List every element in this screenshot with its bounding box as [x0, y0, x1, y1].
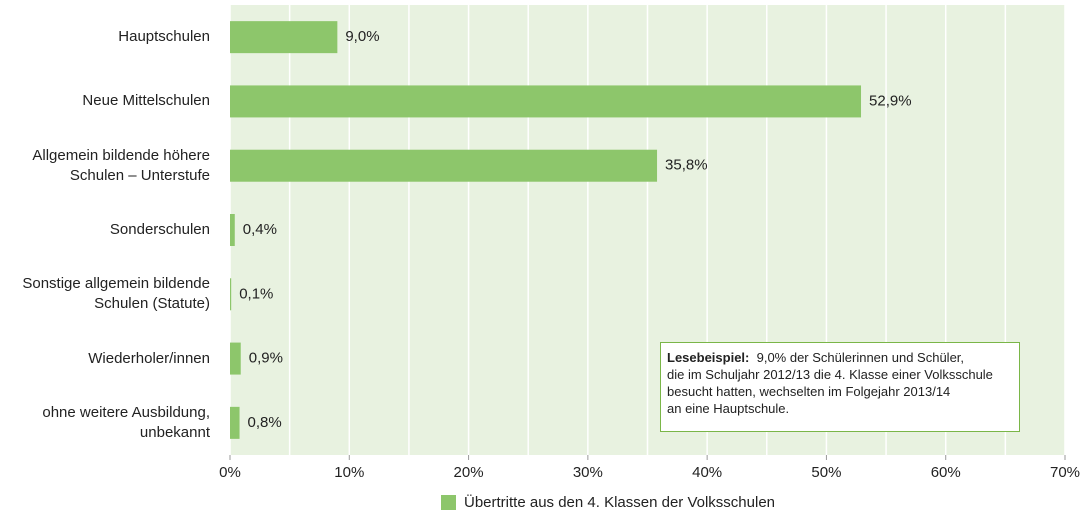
- value-label: 0,8%: [248, 414, 282, 431]
- y-tick-label: Sonderschulen: [109, 221, 210, 238]
- bar: [230, 21, 338, 54]
- bar: [230, 85, 862, 118]
- y-tick-label: Neue Mittelschulen: [82, 92, 210, 110]
- value-label: 9,0%: [345, 28, 379, 45]
- y-tick-label: Sonstige allgemein bildende Schulen (Sta…: [22, 275, 210, 313]
- legend-label: Übertritte aus den 4. Klassen der Volkss…: [464, 493, 775, 511]
- bar: [230, 278, 232, 311]
- bar: [230, 149, 658, 182]
- y-tick-label: Allgemein bildende höhere Schulen – Unte…: [32, 146, 210, 184]
- y-tick-label: Hauptschulen: [118, 28, 210, 46]
- bar: [230, 406, 240, 439]
- x-tick-label: 70%: [1050, 464, 1080, 481]
- value-label: 52,9%: [869, 92, 912, 109]
- value-label: 0,1%: [239, 285, 273, 302]
- x-tick-label: 10%: [334, 464, 364, 481]
- value-label: 35,8%: [665, 157, 708, 174]
- bar: [230, 214, 235, 246]
- x-tick-label: 40%: [692, 464, 722, 481]
- x-tick-label: 60%: [931, 464, 961, 481]
- bar: [230, 342, 241, 375]
- annotation: Lesebeispiel: 9,0% der Schülerinnen und …: [660, 342, 1020, 432]
- x-tick-label: 50%: [811, 464, 841, 481]
- value-label: 0,9%: [249, 350, 283, 367]
- annotation-text: 9,0% der Schülerinnen und Schüler, die i…: [667, 350, 993, 416]
- value-label: 0,4%: [243, 221, 277, 238]
- x-tick-label: 30%: [573, 464, 603, 481]
- annotation-label: Lesebeispiel:: [667, 350, 750, 365]
- y-tick-label: ohne weitere Ausbildung, unbekannt: [42, 403, 210, 441]
- legend-swatch: [441, 495, 456, 510]
- y-tick-label: Wiederholer/innen: [88, 349, 210, 367]
- x-tick-label: 0%: [219, 464, 241, 481]
- x-tick-label: 20%: [454, 464, 484, 481]
